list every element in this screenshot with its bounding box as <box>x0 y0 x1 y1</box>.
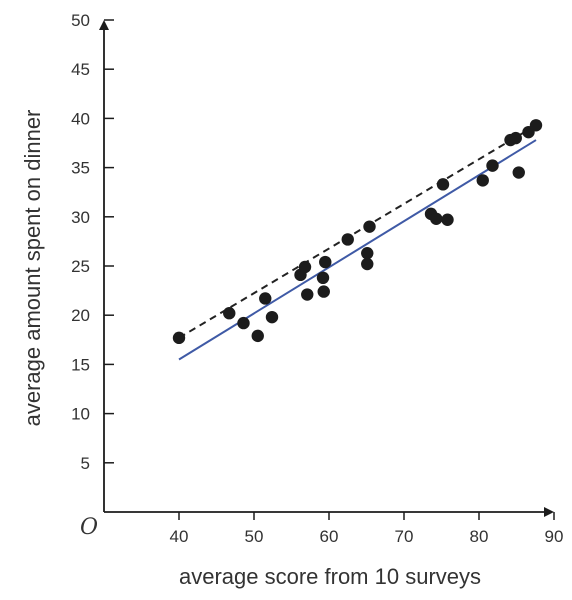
dashed-line <box>178 124 537 339</box>
x-tick-label: 90 <box>545 527 564 546</box>
data-point <box>430 212 443 225</box>
y-tick-label: 10 <box>71 405 90 424</box>
data-points <box>172 119 543 345</box>
y-tick-label: 40 <box>71 109 90 128</box>
data-point <box>509 131 522 145</box>
data-point <box>512 166 525 179</box>
origin-label: O <box>80 515 98 540</box>
x-tick-label: 40 <box>170 527 189 546</box>
data-point <box>251 329 264 343</box>
x-tick-label: 70 <box>395 527 414 546</box>
data-point <box>476 174 489 187</box>
data-point <box>223 307 236 320</box>
data-point <box>361 257 374 271</box>
data-point <box>361 247 374 260</box>
data-point <box>301 288 314 301</box>
y-axis-title: average amount spent on dinner <box>20 110 45 427</box>
data-point <box>298 260 312 274</box>
y-tick-label: 35 <box>71 159 90 178</box>
solid-fit-line <box>178 139 537 361</box>
data-point <box>265 310 279 324</box>
data-point <box>529 119 543 132</box>
data-point <box>317 285 330 298</box>
data-point <box>363 220 376 233</box>
axes: O <box>80 20 554 540</box>
y-ticks: 5 10 15 20 25 30 35 40 45 50 <box>71 11 114 473</box>
data-point <box>319 255 332 269</box>
x-axis-title: average score from 10 surveys <box>179 564 481 589</box>
data-point <box>436 178 450 191</box>
x-tick-label: 50 <box>245 527 264 546</box>
x-tick-label: 80 <box>470 527 489 546</box>
y-tick-label: 5 <box>81 454 90 473</box>
y-tick-label: 50 <box>71 11 90 30</box>
data-point <box>172 331 186 345</box>
reference-lines <box>178 124 537 361</box>
y-tick-label: 25 <box>71 257 90 276</box>
data-point <box>486 159 499 172</box>
y-tick-label: 45 <box>71 60 90 79</box>
data-point <box>259 292 272 305</box>
x-ticks: 40 50 60 70 80 90 <box>170 512 564 546</box>
data-point <box>237 316 250 330</box>
x-tick-label: 60 <box>320 527 339 546</box>
data-point <box>441 213 454 226</box>
data-point <box>341 233 354 246</box>
y-tick-label: 20 <box>71 306 90 325</box>
y-tick-label: 15 <box>71 355 90 374</box>
data-point <box>316 271 330 285</box>
y-tick-label: 30 <box>71 208 90 227</box>
